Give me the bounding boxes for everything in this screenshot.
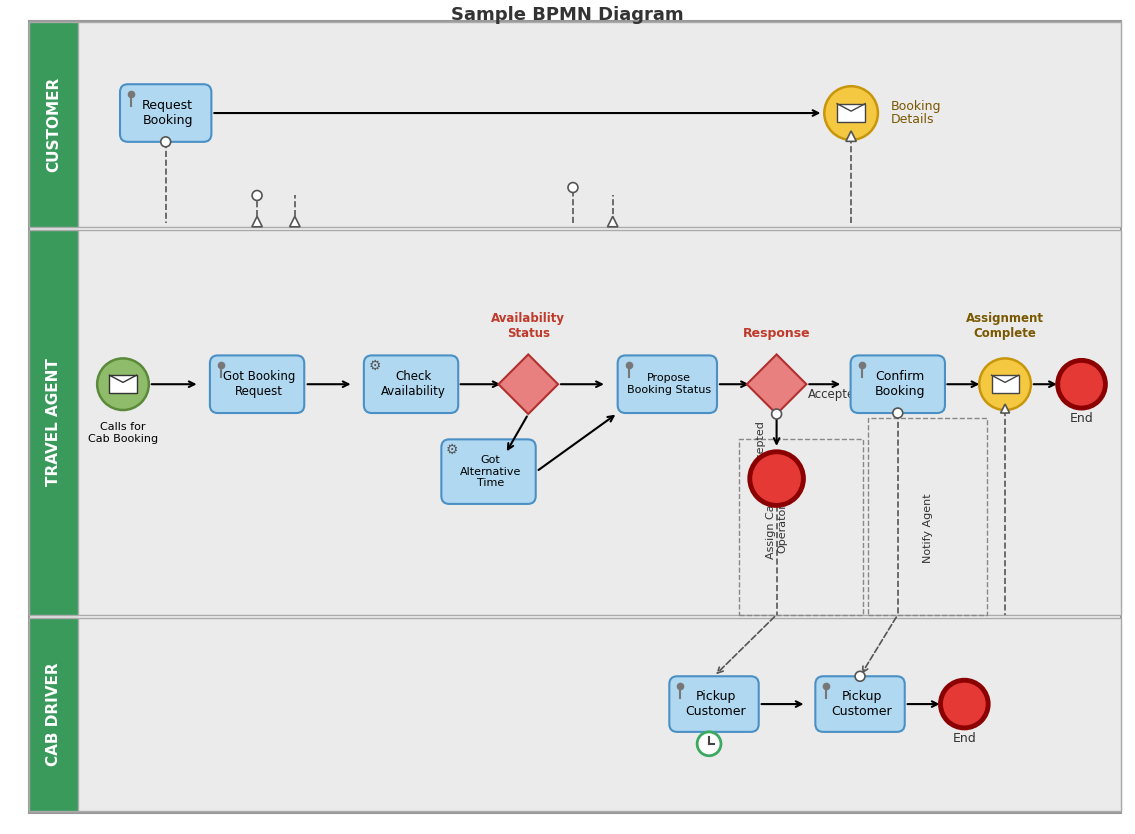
FancyBboxPatch shape (210, 355, 304, 413)
FancyBboxPatch shape (109, 375, 136, 394)
FancyBboxPatch shape (850, 355, 945, 413)
Circle shape (750, 452, 804, 505)
FancyBboxPatch shape (28, 21, 1121, 813)
Text: Response: Response (742, 327, 810, 339)
FancyBboxPatch shape (28, 618, 78, 811)
FancyBboxPatch shape (28, 618, 1121, 811)
Text: End: End (1069, 412, 1093, 425)
Circle shape (893, 408, 902, 418)
Polygon shape (846, 131, 856, 141)
Text: ⚙: ⚙ (446, 444, 459, 457)
Circle shape (824, 86, 877, 140)
Text: Not Accepted: Not Accepted (756, 421, 766, 496)
Text: Request
Booking: Request Booking (142, 99, 193, 127)
FancyBboxPatch shape (670, 676, 758, 732)
Text: Booking: Booking (891, 99, 941, 113)
FancyBboxPatch shape (28, 22, 1121, 228)
Polygon shape (289, 216, 300, 227)
Polygon shape (747, 354, 806, 414)
Circle shape (568, 183, 578, 193)
FancyBboxPatch shape (364, 355, 459, 413)
Circle shape (161, 137, 170, 147)
Text: Notify Agent: Notify Agent (923, 494, 933, 563)
FancyBboxPatch shape (617, 355, 717, 413)
Text: ⚙: ⚙ (369, 359, 381, 374)
Polygon shape (607, 216, 617, 227)
Text: Assign Cab
Operator: Assign Cab Operator (766, 497, 788, 559)
Text: End: End (952, 732, 976, 745)
Circle shape (697, 732, 721, 756)
Circle shape (252, 190, 262, 200)
Circle shape (941, 681, 989, 728)
Circle shape (1058, 360, 1105, 408)
Text: Assignment
Complete: Assignment Complete (966, 312, 1044, 339)
FancyBboxPatch shape (815, 676, 905, 732)
FancyBboxPatch shape (28, 230, 78, 615)
Polygon shape (498, 354, 558, 414)
Text: Pickup
Customer: Pickup Customer (686, 690, 747, 718)
Text: Got Booking
Request: Got Booking Request (222, 370, 295, 398)
Circle shape (98, 359, 149, 410)
FancyBboxPatch shape (120, 84, 211, 142)
Text: Accepted: Accepted (808, 388, 863, 400)
Text: CUSTOMER: CUSTOMER (45, 77, 61, 172)
Circle shape (772, 409, 782, 419)
Text: Pickup
Customer: Pickup Customer (832, 690, 892, 718)
FancyBboxPatch shape (28, 230, 1121, 615)
Text: TRAVEL AGENT: TRAVEL AGENT (45, 359, 61, 486)
FancyBboxPatch shape (836, 103, 865, 123)
Polygon shape (252, 216, 262, 227)
Text: CAB DRIVER: CAB DRIVER (45, 663, 61, 766)
Text: Propose
Booking Status: Propose Booking Status (628, 374, 712, 395)
Text: Check
Availability: Check Availability (380, 370, 445, 398)
Circle shape (855, 671, 865, 681)
FancyBboxPatch shape (442, 440, 536, 504)
Text: Details: Details (891, 113, 934, 127)
Polygon shape (1001, 404, 1009, 413)
Text: Sample BPMN Diagram: Sample BPMN Diagram (451, 6, 683, 23)
Text: Confirm
Booking: Confirm Booking (875, 370, 925, 398)
FancyBboxPatch shape (28, 22, 78, 228)
Text: Availability
Status: Availability Status (491, 312, 565, 339)
FancyBboxPatch shape (992, 375, 1018, 394)
Text: Got
Alternative
Time: Got Alternative Time (460, 455, 521, 488)
Circle shape (980, 359, 1031, 410)
Text: Calls for
Cab Booking: Calls for Cab Booking (87, 422, 158, 444)
